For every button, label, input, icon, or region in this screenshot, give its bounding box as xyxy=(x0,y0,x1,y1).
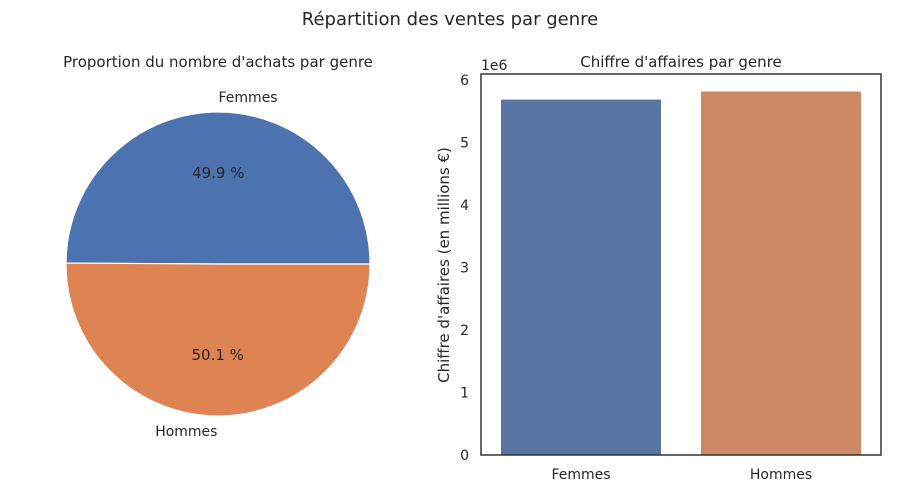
pie-category-label-hommes: Hommes xyxy=(155,424,217,440)
bar-femmes xyxy=(501,99,661,455)
y-tick-label: 6 xyxy=(460,73,469,89)
pie-slice-hommes xyxy=(65,262,371,417)
pie-chart: Proportion du nombre d'achats par genre … xyxy=(63,53,373,440)
pie-labels: Femmes 49.9 % Hommes 50.1 % xyxy=(155,90,277,440)
pie-slices xyxy=(65,111,371,417)
pie-title: Proportion du nombre d'achats par genre xyxy=(63,53,373,71)
x-tick-label-hommes: Hommes xyxy=(750,467,812,483)
figure-title: Répartition des ventes par genre xyxy=(302,9,598,30)
y-ticks: 0 1 2 3 4 5 6 xyxy=(460,73,469,464)
x-tick-label-femmes: Femmes xyxy=(551,467,610,483)
pie-slice-femmes xyxy=(65,111,371,265)
y-tick-label: 2 xyxy=(460,323,469,339)
y-tick-label: 0 xyxy=(460,448,469,464)
x-ticks: Femmes Hommes xyxy=(551,467,812,483)
y-axis-label: Chiffre d'affaires (en millions €) xyxy=(435,147,453,383)
y-tick-label: 5 xyxy=(460,136,469,152)
y-offset-label: 1e6 xyxy=(481,58,508,74)
pie-percent-label-femmes: 49.9 % xyxy=(192,164,244,182)
bar-hommes xyxy=(701,91,861,455)
pie-percent-label-hommes: 50.1 % xyxy=(192,346,244,364)
bars xyxy=(501,91,861,455)
bar-chart: Chiffre d'affaires par genre 0 1 2 3 4 5 6 Fem… xyxy=(435,53,882,483)
pie-category-label-femmes: Femmes xyxy=(219,90,278,106)
y-tick-label: 3 xyxy=(460,261,469,277)
bar-title: Chiffre d'affaires par genre xyxy=(580,53,781,71)
y-tick-label: 4 xyxy=(460,198,469,214)
y-tick-label: 1 xyxy=(460,386,469,402)
plot-frame xyxy=(480,73,882,456)
